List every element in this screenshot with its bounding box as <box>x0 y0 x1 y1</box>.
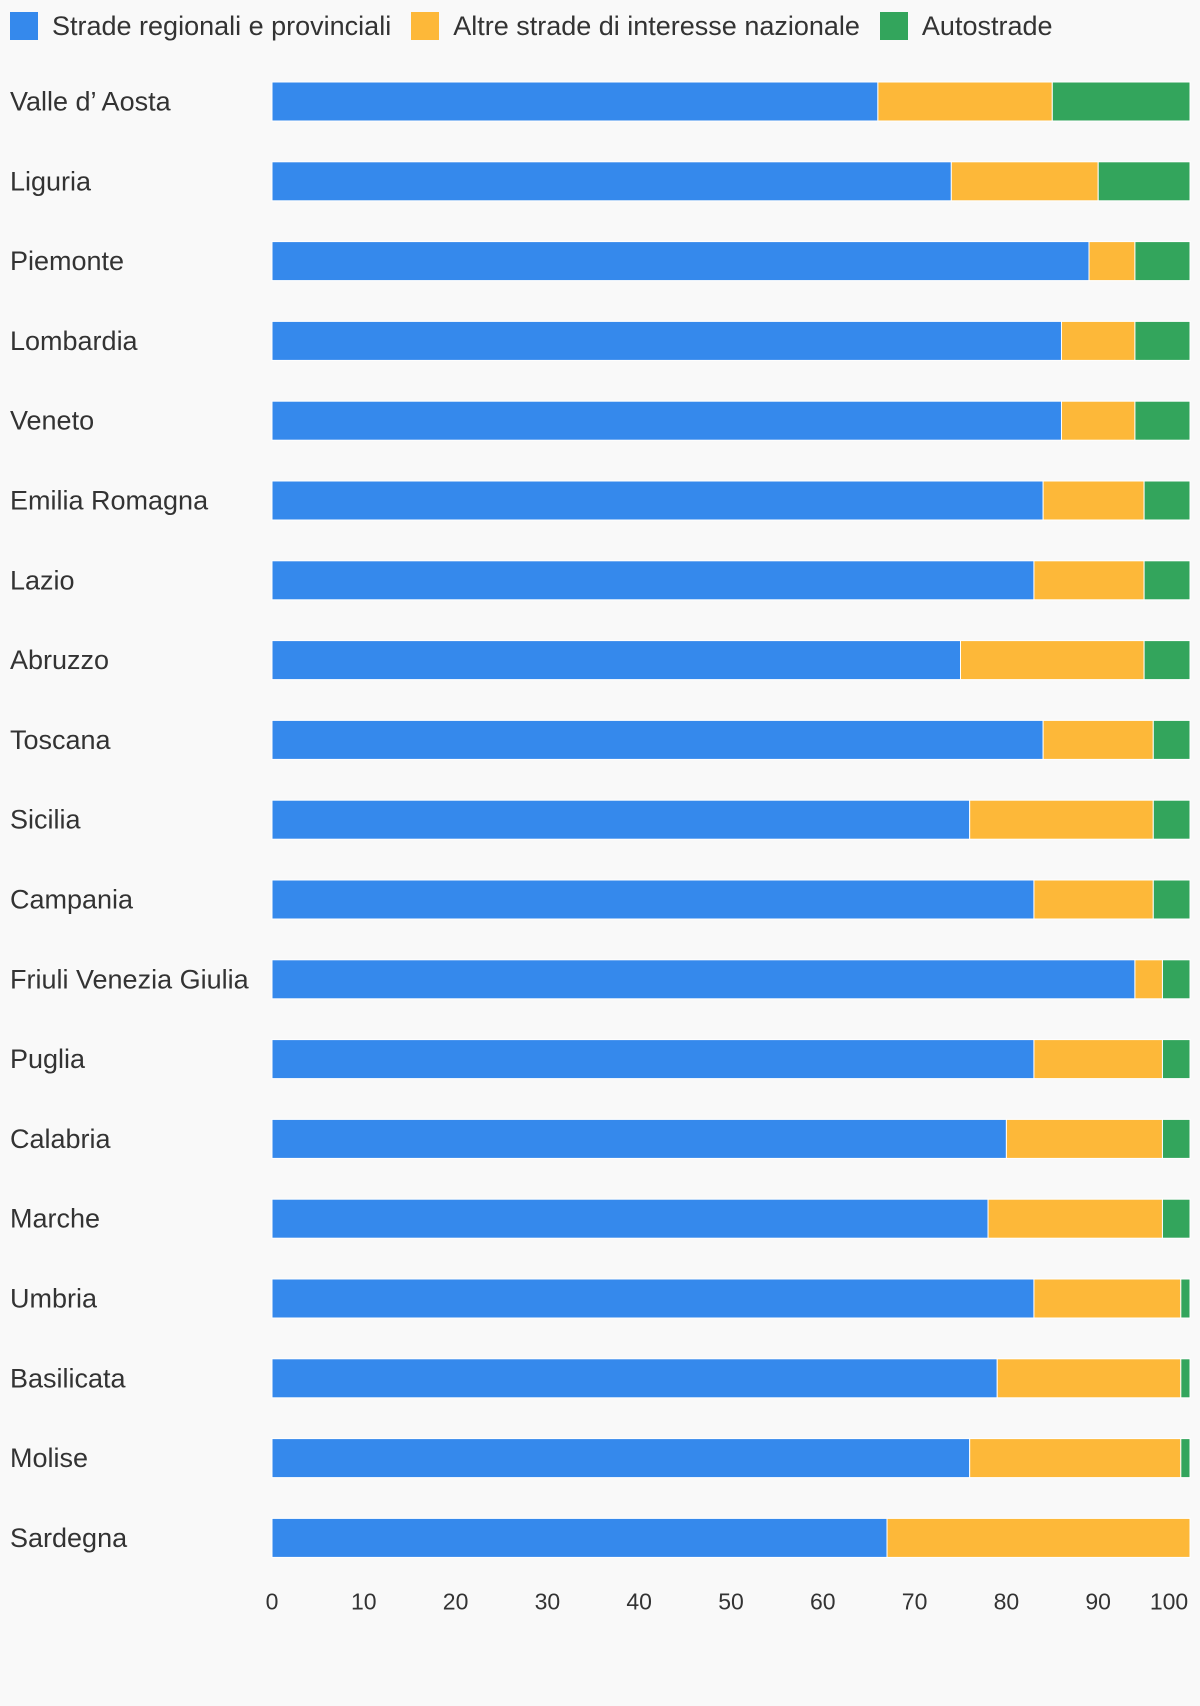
bar-autostrade-molise[interactable] <box>1180 1438 1191 1479</box>
bar-regionali-lombardia[interactable] <box>271 320 1062 361</box>
bar-regionali-sardegna[interactable] <box>271 1517 888 1558</box>
bar-regionali-lazio[interactable] <box>271 560 1035 601</box>
category-label-molise: Molise <box>10 1443 88 1473</box>
bar-autostrade-veneto[interactable] <box>1134 400 1191 441</box>
bar-nazionali-lazio[interactable] <box>1033 560 1145 601</box>
category-label-sicilia: Sicilia <box>10 805 82 835</box>
bar-regionali-friuli-venezia-giulia[interactable] <box>271 959 1136 1000</box>
bar-autostrade-liguria[interactable] <box>1097 161 1191 202</box>
legend-label-regionali: Strade regionali e provinciali <box>52 10 392 41</box>
category-label-lazio: Lazio <box>10 565 75 595</box>
category-label-piemonte: Piemonte <box>10 246 124 276</box>
bar-nazionali-marche[interactable] <box>987 1198 1163 1239</box>
x-tick-label-60: 60 <box>810 1588 836 1614</box>
bar-nazionali-valle-d-aosta[interactable] <box>877 81 1053 122</box>
bar-autostrade-friuli-venezia-giulia[interactable] <box>1161 959 1191 1000</box>
bar-nazionali-veneto[interactable] <box>1060 400 1136 441</box>
bar-regionali-umbria[interactable] <box>271 1278 1035 1319</box>
bar-autostrade-lombardia[interactable] <box>1134 320 1191 361</box>
bar-regionali-marche[interactable] <box>271 1198 989 1239</box>
x-tick-label-40: 40 <box>626 1588 652 1614</box>
bar-nazionali-puglia[interactable] <box>1033 1039 1163 1080</box>
x-tick-label-0: 0 <box>266 1588 279 1614</box>
bar-autostrade-valle-d-aosta[interactable] <box>1051 81 1191 122</box>
bar-regionali-liguria[interactable] <box>271 161 952 202</box>
category-label-lombardia: Lombardia <box>10 326 139 356</box>
category-label-liguria: Liguria <box>10 166 92 196</box>
bar-nazionali-campania[interactable] <box>1033 879 1154 920</box>
category-label-emilia-romagna: Emilia Romagna <box>10 486 209 516</box>
bar-nazionali-lombardia[interactable] <box>1060 320 1136 361</box>
bar-autostrade-piemonte[interactable] <box>1134 241 1191 282</box>
legend-item-autostrade[interactable]: Autostrade <box>879 10 1053 42</box>
x-tick-label-30: 30 <box>535 1588 561 1614</box>
bar-regionali-puglia[interactable] <box>271 1039 1035 1080</box>
x-tick-label-80: 80 <box>994 1588 1020 1614</box>
x-tick-label-100: 100 <box>1150 1588 1188 1614</box>
legend-label-autostrade: Autostrade <box>921 10 1053 41</box>
bar-regionali-abruzzo[interactable] <box>271 640 961 681</box>
bar-regionali-emilia-romagna[interactable] <box>271 480 1044 521</box>
category-label-toscana: Toscana <box>10 725 112 755</box>
bar-autostrade-toscana[interactable] <box>1152 719 1191 760</box>
bar-regionali-molise[interactable] <box>271 1438 971 1479</box>
legend-item-regionali[interactable]: Strade regionali e provinciali <box>10 11 391 42</box>
category-label-abruzzo: Abruzzo <box>10 645 109 675</box>
legend-swatch-autostrade <box>879 12 908 40</box>
bar-nazionali-liguria[interactable] <box>950 161 1099 202</box>
category-label-campania: Campania <box>10 885 134 915</box>
bar-autostrade-basilicata[interactable] <box>1180 1358 1191 1399</box>
bar-nazionali-friuli-venezia-giulia[interactable] <box>1134 959 1163 1000</box>
bar-nazionali-toscana[interactable] <box>1042 719 1154 760</box>
bar-autostrade-sicilia[interactable] <box>1152 799 1191 840</box>
category-label-umbria: Umbria <box>10 1284 98 1314</box>
category-label-puglia: Puglia <box>10 1044 86 1074</box>
category-label-calabria: Calabria <box>10 1124 112 1154</box>
bar-autostrade-umbria[interactable] <box>1180 1278 1191 1319</box>
bar-nazionali-molise[interactable] <box>969 1438 1182 1479</box>
bar-autostrade-abruzzo[interactable] <box>1143 640 1191 681</box>
category-label-veneto: Veneto <box>10 406 94 436</box>
bar-regionali-campania[interactable] <box>271 879 1035 920</box>
legend-swatch-regionali <box>10 12 38 40</box>
bar-nazionali-sicilia[interactable] <box>969 799 1154 840</box>
chart-legend: Strade regionali e provinciali Altre str… <box>10 8 1073 44</box>
bar-autostrade-marche[interactable] <box>1161 1198 1191 1239</box>
legend-item-nazionali[interactable]: Altre strade di interesse nazionale <box>411 11 860 42</box>
bar-regionali-toscana[interactable] <box>271 719 1044 760</box>
bar-regionali-veneto[interactable] <box>271 400 1062 441</box>
category-label-sardegna: Sardegna <box>10 1523 128 1553</box>
bar-regionali-basilicata[interactable] <box>271 1358 998 1399</box>
legend-swatch-nazionali <box>411 12 440 40</box>
x-tick-label-90: 90 <box>1085 1588 1111 1614</box>
bar-regionali-piemonte[interactable] <box>271 241 1090 282</box>
bar-regionali-sicilia[interactable] <box>271 799 971 840</box>
bar-nazionali-calabria[interactable] <box>1005 1118 1163 1159</box>
bar-autostrade-lazio[interactable] <box>1143 560 1191 601</box>
x-tick-label-70: 70 <box>902 1588 928 1614</box>
category-label-friuli-venezia-giulia: Friuli Venezia Giulia <box>10 964 250 994</box>
x-tick-label-20: 20 <box>443 1588 469 1614</box>
bar-autostrade-campania[interactable] <box>1152 879 1191 920</box>
bar-nazionali-basilicata[interactable] <box>996 1358 1182 1399</box>
bar-regionali-valle-d-aosta[interactable] <box>271 81 879 122</box>
bar-nazionali-emilia-romagna[interactable] <box>1042 480 1145 521</box>
category-label-marche: Marche <box>10 1204 100 1234</box>
bar-nazionali-piemonte[interactable] <box>1088 241 1136 282</box>
category-label-valle-d-aosta: Valle d’ Aosta <box>10 87 172 117</box>
bar-autostrade-calabria[interactable] <box>1161 1118 1191 1159</box>
bar-autostrade-emilia-romagna[interactable] <box>1143 480 1191 521</box>
legend-label-nazionali: Altre strade di interesse nazionale <box>453 10 860 41</box>
category-label-basilicata: Basilicata <box>10 1363 127 1393</box>
bar-nazionali-umbria[interactable] <box>1033 1278 1182 1319</box>
x-tick-label-50: 50 <box>718 1588 744 1614</box>
bar-autostrade-puglia[interactable] <box>1161 1039 1191 1080</box>
x-tick-label-10: 10 <box>351 1588 377 1614</box>
bar-nazionali-sardegna[interactable] <box>886 1517 1191 1558</box>
bar-nazionali-abruzzo[interactable] <box>960 640 1145 681</box>
bar-regionali-calabria[interactable] <box>271 1118 1007 1159</box>
